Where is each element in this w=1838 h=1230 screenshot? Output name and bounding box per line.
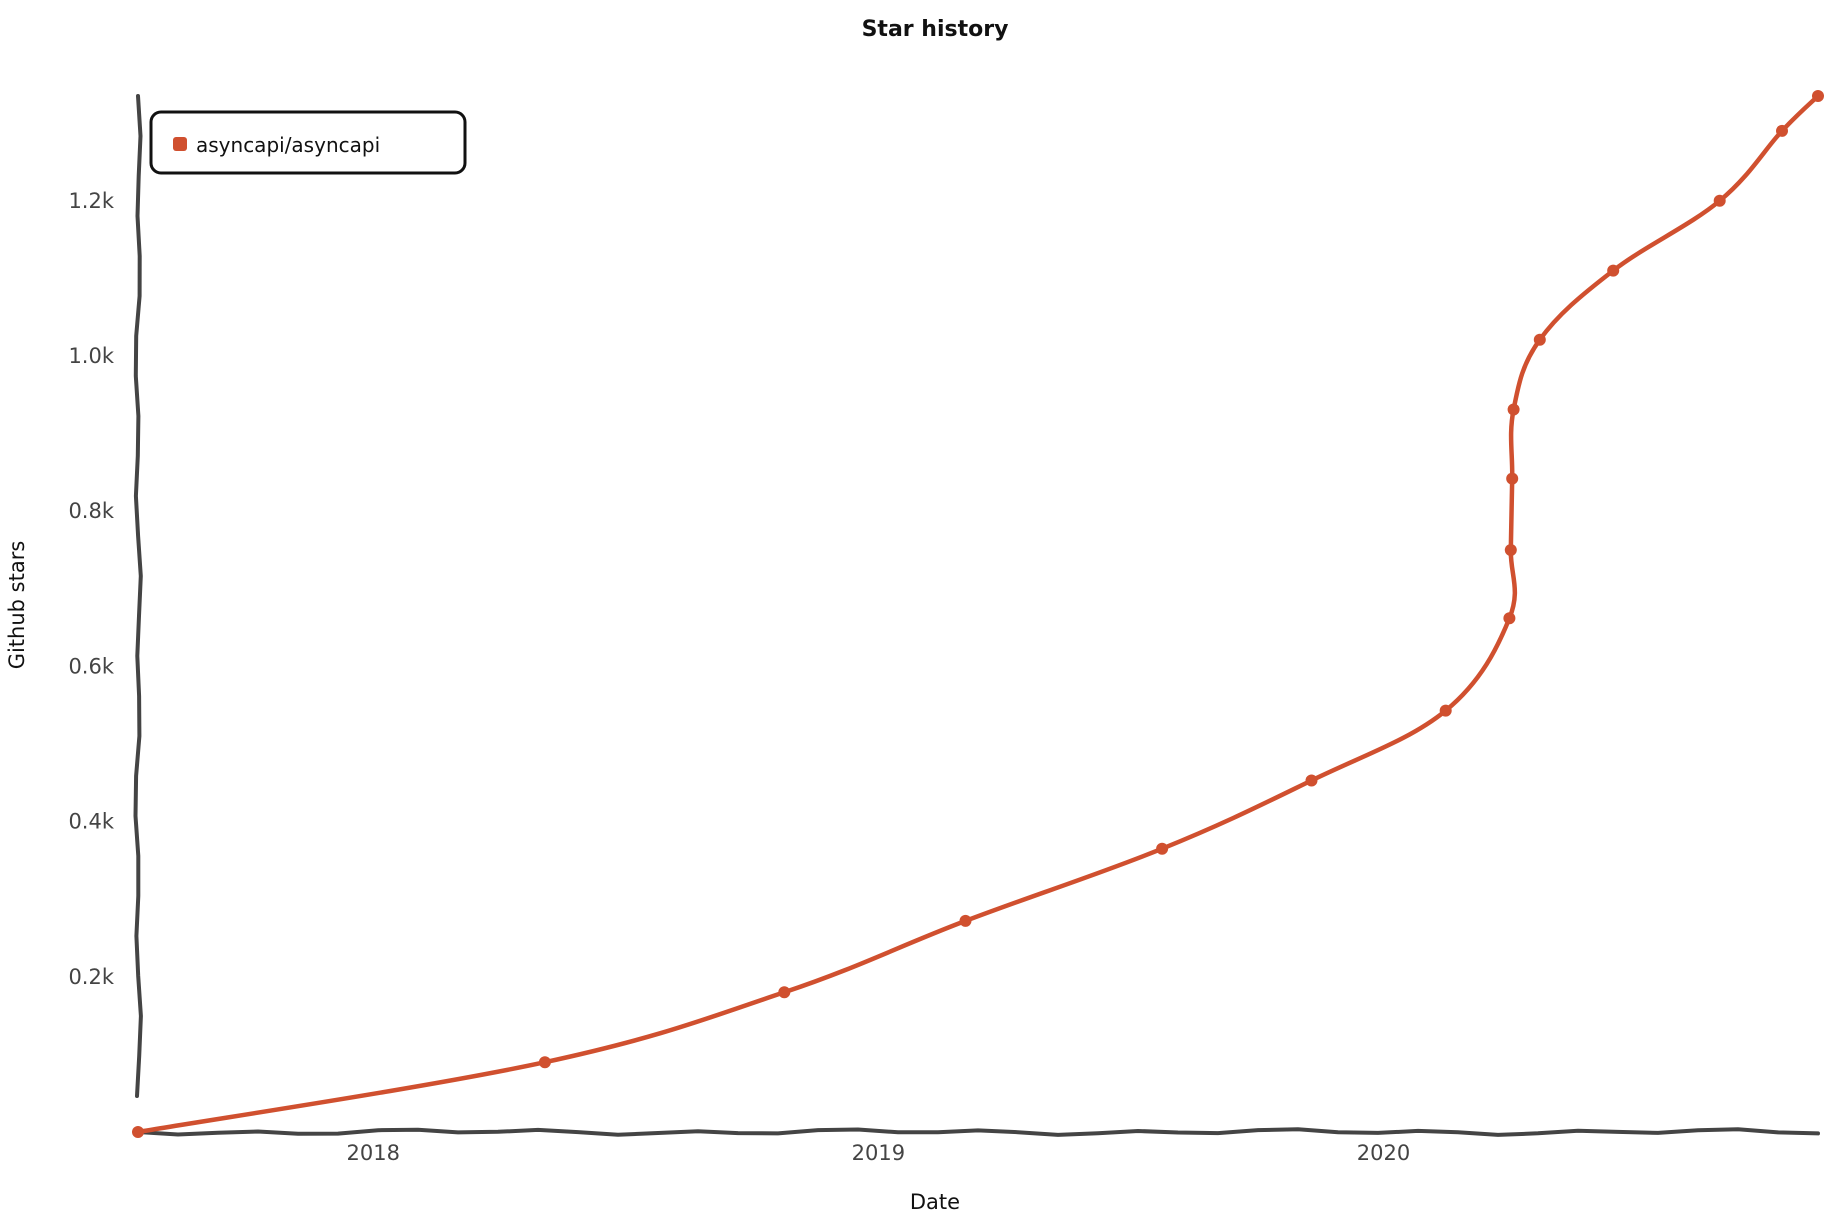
- x-tick-label: 2019: [852, 1141, 905, 1165]
- data-point: [1533, 333, 1546, 346]
- x-axis-line: [136, 1127, 1820, 1137]
- data-point: [1156, 842, 1169, 855]
- legend-box: [149, 110, 467, 175]
- legend: asyncapi/asyncapi: [149, 110, 467, 175]
- data-point: [1507, 403, 1520, 416]
- data-point: [1439, 704, 1452, 717]
- legend-label-asyncapi: asyncapi/asyncapi: [196, 133, 380, 157]
- y-tick-label: 0.4k: [68, 810, 114, 834]
- chart-title: Star history: [862, 17, 1009, 42]
- x-tick-label: 2020: [1357, 1141, 1410, 1165]
- data-point: [1305, 774, 1318, 787]
- y-tick-label: 0.8k: [68, 499, 114, 523]
- x-axis-label: Date: [910, 1190, 960, 1214]
- data-point: [959, 914, 972, 927]
- data-point: [778, 986, 791, 999]
- x-tick-label: 2018: [347, 1141, 400, 1165]
- data-point: [1607, 264, 1620, 277]
- data-point: [1713, 194, 1726, 207]
- data-point: [1504, 544, 1517, 556]
- data-point: [1812, 90, 1824, 102]
- y-axis-label: Github stars: [5, 541, 29, 670]
- legend-swatch: [173, 137, 187, 151]
- data-point: [538, 1056, 551, 1069]
- series-layer: [132, 90, 1824, 1138]
- y-tick-label: 0.6k: [68, 654, 114, 678]
- x-tick-labels: 2018 2019 2020: [347, 1141, 1411, 1165]
- data-point: [1506, 472, 1519, 485]
- y-tick-label: 1.0k: [68, 344, 114, 368]
- y-tick-label: 0.2k: [68, 965, 114, 989]
- y-tick-labels: 0.2k 0.4k 0.6k 0.8k 1.0k 1.2k: [68, 189, 114, 989]
- series-line-0: [135, 93, 1821, 1135]
- data-point: [1776, 124, 1788, 137]
- y-axis-line: [133, 94, 143, 1098]
- data-point: [132, 1126, 144, 1138]
- y-tick-label: 1.2k: [68, 189, 114, 213]
- data-point: [1503, 612, 1516, 625]
